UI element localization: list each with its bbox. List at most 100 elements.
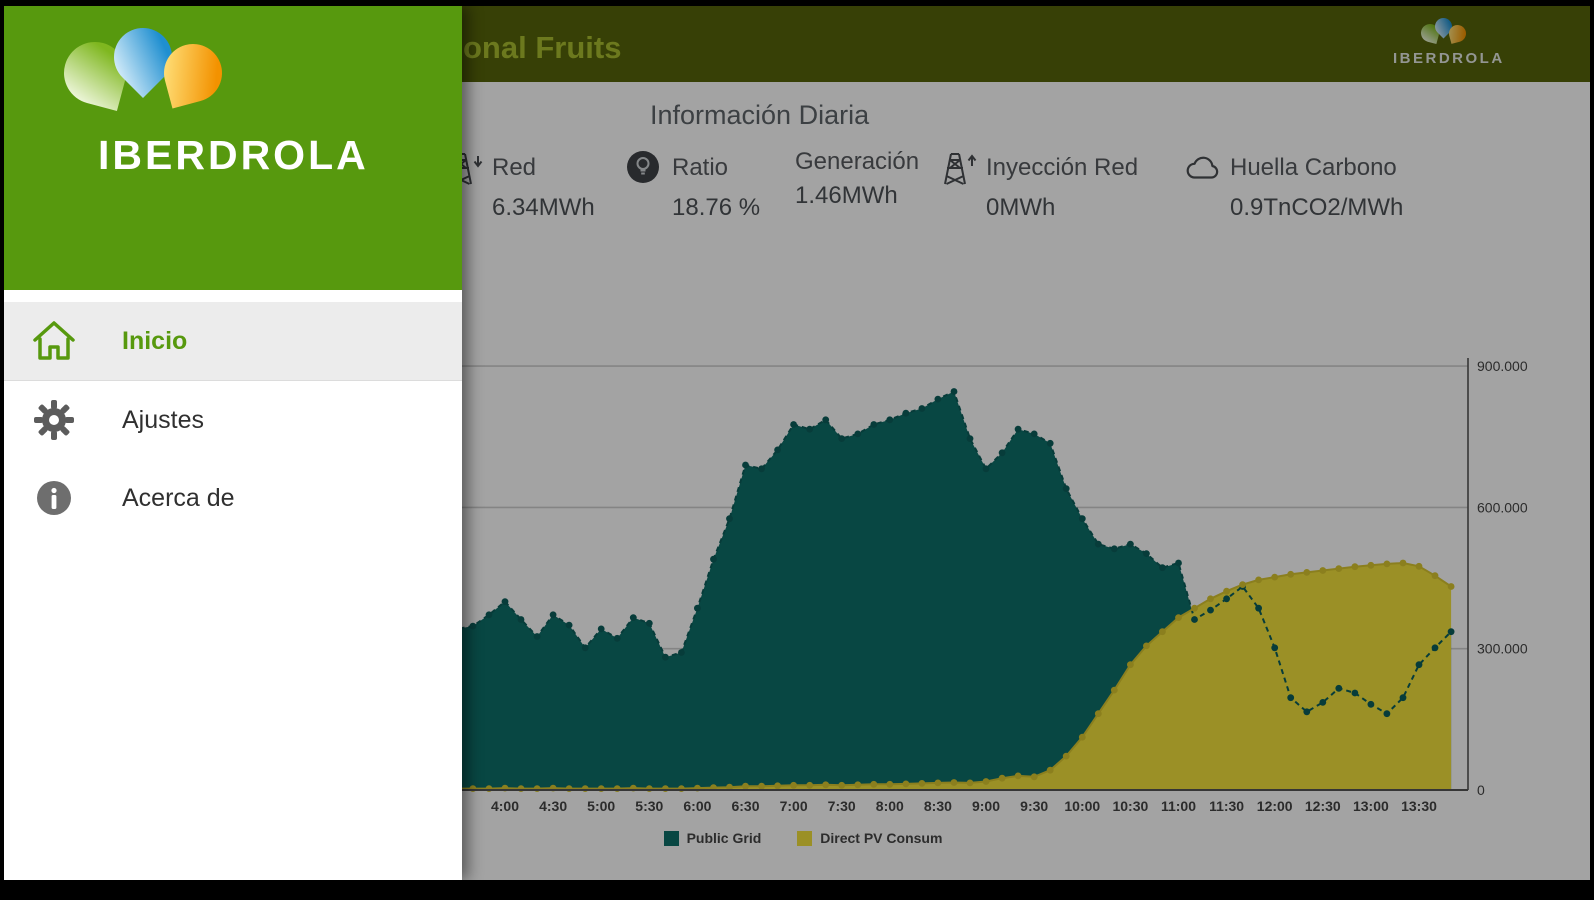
public-grid-point [1383, 710, 1391, 718]
pv-point [1078, 733, 1086, 741]
pv-point [1094, 710, 1102, 718]
app-screen: onal Fruits IBERDROLA Información Diaria [4, 6, 1590, 880]
pv-point [934, 779, 942, 787]
x-tick-label: 4:30 [539, 798, 567, 814]
public-grid-point [950, 388, 958, 395]
x-tick-label: 7:30 [828, 798, 856, 814]
sidebar-item-label: Acerca de [122, 483, 235, 512]
brand-name: IBERDROLA [98, 132, 369, 178]
public-grid-point [1078, 515, 1086, 523]
home-icon [30, 317, 78, 365]
stat-label: Huella Carbono [1230, 154, 1397, 181]
legend-label: Direct PV Consum [820, 830, 943, 846]
pv-point [726, 783, 733, 791]
x-tick-label: 11:00 [1161, 798, 1196, 814]
public-grid-point [1094, 540, 1102, 548]
public-grid-point [758, 465, 765, 473]
public-grid-point [806, 425, 814, 433]
x-tick-label: 6:30 [731, 798, 759, 814]
stat-label: Red [492, 154, 537, 181]
public-grid-line [408, 390, 1452, 715]
stat-label: Ratio [672, 154, 729, 181]
pv-point [886, 780, 894, 788]
public-grid-point [1046, 439, 1054, 447]
public-grid-point [662, 653, 669, 661]
public-grid-point [549, 611, 557, 619]
public-grid-point [1367, 700, 1375, 708]
public-grid-point [1319, 699, 1327, 706]
pv-point [918, 780, 926, 787]
public-grid-point [902, 409, 910, 417]
pv-point [1239, 581, 1246, 588]
legend-swatch-pv [797, 830, 813, 846]
pv-point [1335, 565, 1343, 572]
public-grid-point [1110, 545, 1118, 553]
public-grid-point [629, 614, 637, 621]
drawer-header: IBERDROLA [4, 6, 462, 290]
pv-point [1030, 773, 1038, 781]
pv-point [1175, 614, 1182, 621]
drawer-nav: Inicio [4, 290, 462, 537]
public-grid-point [822, 416, 830, 424]
x-tick-label: 11:30 [1209, 798, 1244, 814]
pv-point [854, 781, 862, 789]
public-grid-point [1175, 559, 1182, 567]
pv-point [1223, 587, 1230, 595]
public-grid-point [998, 449, 1006, 457]
pv-point [1447, 583, 1455, 590]
pv-point [902, 780, 910, 788]
header-brand-logo: IBERDROLA [1389, 14, 1539, 76]
public-grid-point [469, 622, 477, 630]
pv-point [822, 781, 830, 789]
public-grid-point [501, 598, 509, 605]
pv-point [1319, 567, 1327, 574]
stat-generacion: Generación 1.46MWh [795, 148, 919, 210]
stat-inyeccion-red: Inyección Red 0MWh [938, 148, 1138, 222]
pv-point [1046, 766, 1054, 774]
public-grid-point [742, 461, 749, 469]
x-tick-label: 5:30 [635, 798, 663, 814]
stat-ratio: Ratio 18.76 % [624, 148, 760, 222]
pv-point [838, 781, 846, 789]
pv-point [1431, 572, 1439, 580]
pv-point [1367, 561, 1375, 569]
sidebar-item-acerca-de[interactable]: Acerca de [4, 459, 462, 537]
public-grid-point [1415, 661, 1423, 669]
public-grid-point [485, 611, 493, 619]
stat-huella-carbono: Huella Carbono 0.9TnCO2/MWh [1182, 148, 1403, 222]
stat-value: 0.9TnCO2/MWh [1230, 194, 1404, 221]
pv-point [998, 774, 1006, 782]
public-grid-point [1143, 550, 1150, 557]
pv-point [1383, 560, 1391, 568]
chart-legend: Public Grid Direct PV Consum [463, 830, 1143, 846]
public-grid-point [613, 634, 621, 642]
y-tick-label: 600.000 [1477, 499, 1528, 515]
pv-point [1303, 569, 1311, 576]
x-tick-label: 13:00 [1353, 798, 1389, 814]
public-grid-point [710, 555, 717, 563]
pv-point [806, 781, 814, 789]
public-grid-point [1030, 430, 1038, 438]
legend-item-pv[interactable]: Direct PV Consum [797, 830, 942, 846]
legend-item-public-grid[interactable]: Public Grid [663, 830, 762, 846]
public-grid-point [854, 430, 862, 438]
y-tick-label: 900.000 [1477, 358, 1528, 374]
x-tick-label: 9:30 [1020, 798, 1048, 814]
stat-label: Inyección Red [986, 154, 1139, 181]
public-grid-point [1287, 694, 1295, 702]
public-grid-point [565, 621, 573, 629]
sidebar-item-label: Inicio [122, 326, 188, 355]
pv-point [1143, 642, 1150, 650]
public-grid-point [1062, 485, 1070, 492]
page-title: onal Fruits [463, 30, 622, 65]
sidebar-item-inicio[interactable]: Inicio [4, 302, 462, 381]
x-tick-label: 13:30 [1401, 798, 1437, 814]
pv-point [870, 780, 878, 788]
public-grid-point [886, 416, 894, 424]
public-grid-point [1271, 644, 1279, 652]
sidebar-item-ajustes[interactable]: Ajustes [4, 381, 462, 459]
legend-label: Public Grid [686, 830, 762, 846]
public-grid-point [645, 619, 653, 627]
pv-point [1062, 752, 1070, 760]
